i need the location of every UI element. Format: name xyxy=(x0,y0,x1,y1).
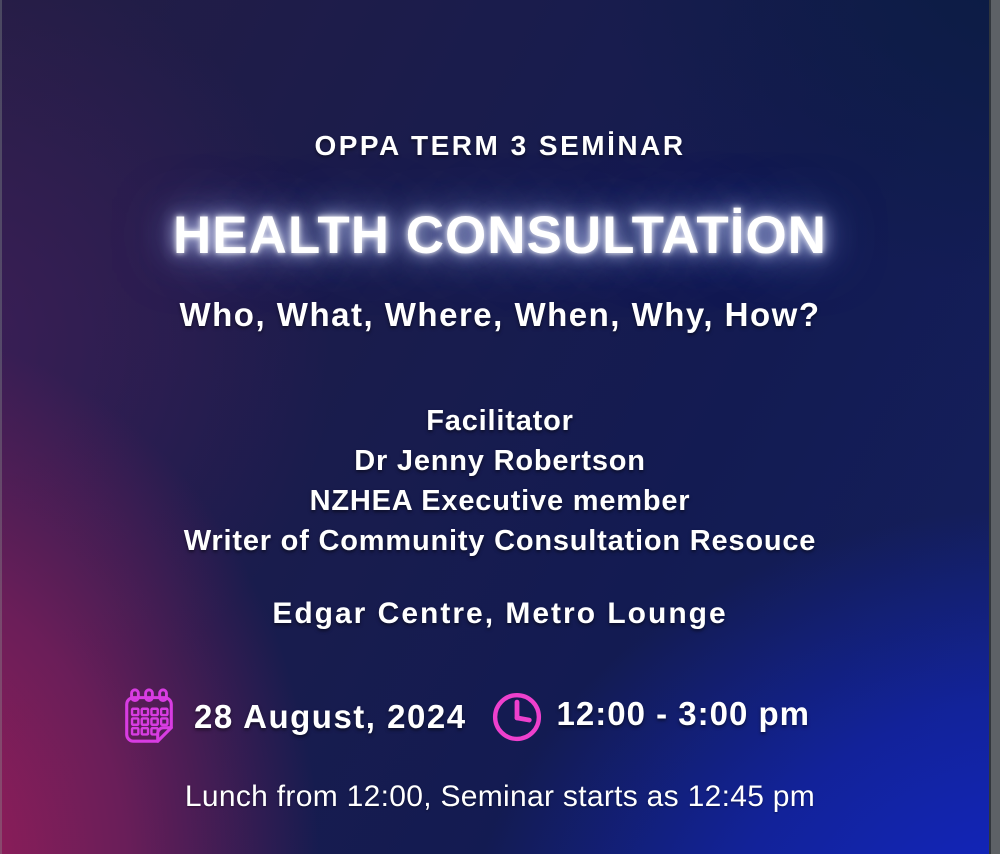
event-date: 28 August, 2024 xyxy=(194,698,467,735)
scrollbar[interactable] xyxy=(989,0,1000,854)
clock-icon xyxy=(492,692,541,742)
event-time: 12:00 - 3:00 pm xyxy=(556,695,810,732)
eyebrow-text: OPPA TERM 3 SEMİNAR xyxy=(314,130,686,161)
poster-title: HEALTH CONSULTATİON xyxy=(173,206,827,265)
schedule-row: 28 August, 2024 12:00 - 3:00 pm xyxy=(118,685,810,749)
facilitator-block: Facilitator Dr Jenny Robertson NZHEA Exe… xyxy=(0,401,1000,561)
facilitator-name: Dr Jenny Robertson xyxy=(354,445,646,477)
schedule-note: Lunch from 12:00, Seminar starts as 12:4… xyxy=(184,780,816,813)
left-edge-line xyxy=(0,0,2,854)
facilitator-credit: Writer of Community Consultation Resouce xyxy=(183,525,817,557)
facilitator-heading: Facilitator xyxy=(426,405,574,437)
venue-text: Edgar Centre, Metro Lounge xyxy=(272,597,728,630)
calendar-icon xyxy=(125,688,173,743)
facilitator-role: NZHEA Executive member xyxy=(309,485,691,517)
tagline-text: Who, What, Where, When, Why, How? xyxy=(179,296,821,333)
